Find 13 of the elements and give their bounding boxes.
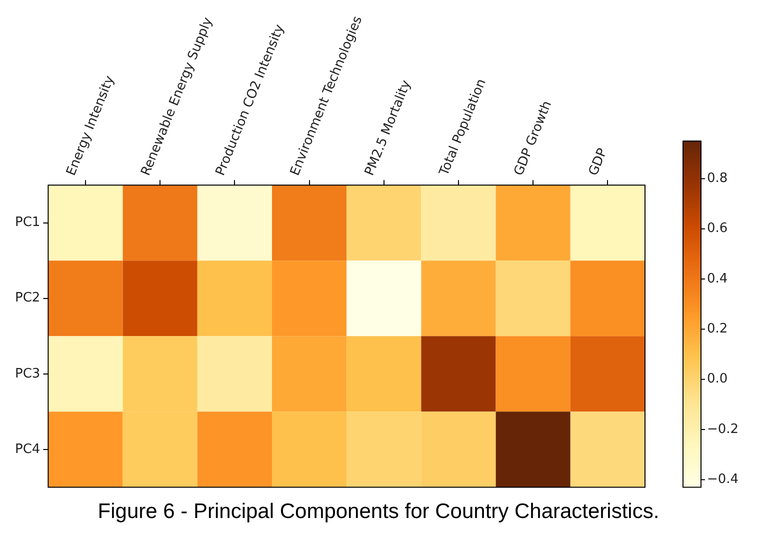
color-bar-label: −0.4 — [707, 472, 739, 488]
color-bar-label: 0.2 — [707, 322, 728, 337]
y-tick-label: PC3 — [15, 366, 40, 382]
y-tick-label: PC1 — [15, 215, 40, 230]
color-bar-label: 0.0 — [707, 372, 728, 387]
caption: Figure 6 - Principal Components for Country Characteristics. — [96, 500, 660, 524]
color-bar-label: 0.4 — [707, 271, 728, 286]
color-bar-label: 0.6 — [707, 221, 728, 236]
x-tick-label: GDP — [586, 146, 611, 178]
y-tick-label: PC2 — [15, 290, 40, 306]
color-bar-label: −0.2 — [707, 422, 739, 437]
color-bar-label: 0.8 — [707, 171, 728, 186]
y-tick-label: PC4 — [15, 442, 40, 457]
